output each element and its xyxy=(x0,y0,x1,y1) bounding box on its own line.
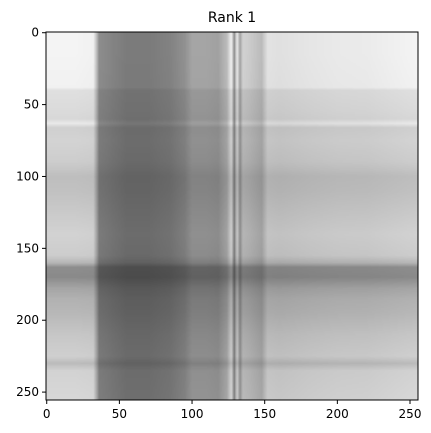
x-tick-label: 250 xyxy=(399,407,422,421)
y-axis: 0 50 100 150 200 250 xyxy=(16,26,46,399)
x-tick-label: 100 xyxy=(181,407,204,421)
y-tick-label: 200 xyxy=(16,313,39,327)
y-tick-label: 0 xyxy=(31,26,39,40)
y-tick-label: 250 xyxy=(16,385,39,399)
x-axis: 0 50 100 150 200 250 xyxy=(43,400,422,421)
y-tick-label: 50 xyxy=(24,98,39,112)
chart-title: Rank 1 xyxy=(208,10,256,26)
x-tick-label: 200 xyxy=(326,407,349,421)
x-tick-label: 0 xyxy=(43,407,51,421)
y-tick-label: 100 xyxy=(16,169,39,183)
x-tick-label: 50 xyxy=(112,407,127,421)
heatmap-holder xyxy=(46,32,418,400)
x-tick-label: 150 xyxy=(253,407,276,421)
heatmap-image xyxy=(46,32,418,400)
y-tick-label: 150 xyxy=(16,241,39,255)
plot-frame xyxy=(45,31,419,401)
